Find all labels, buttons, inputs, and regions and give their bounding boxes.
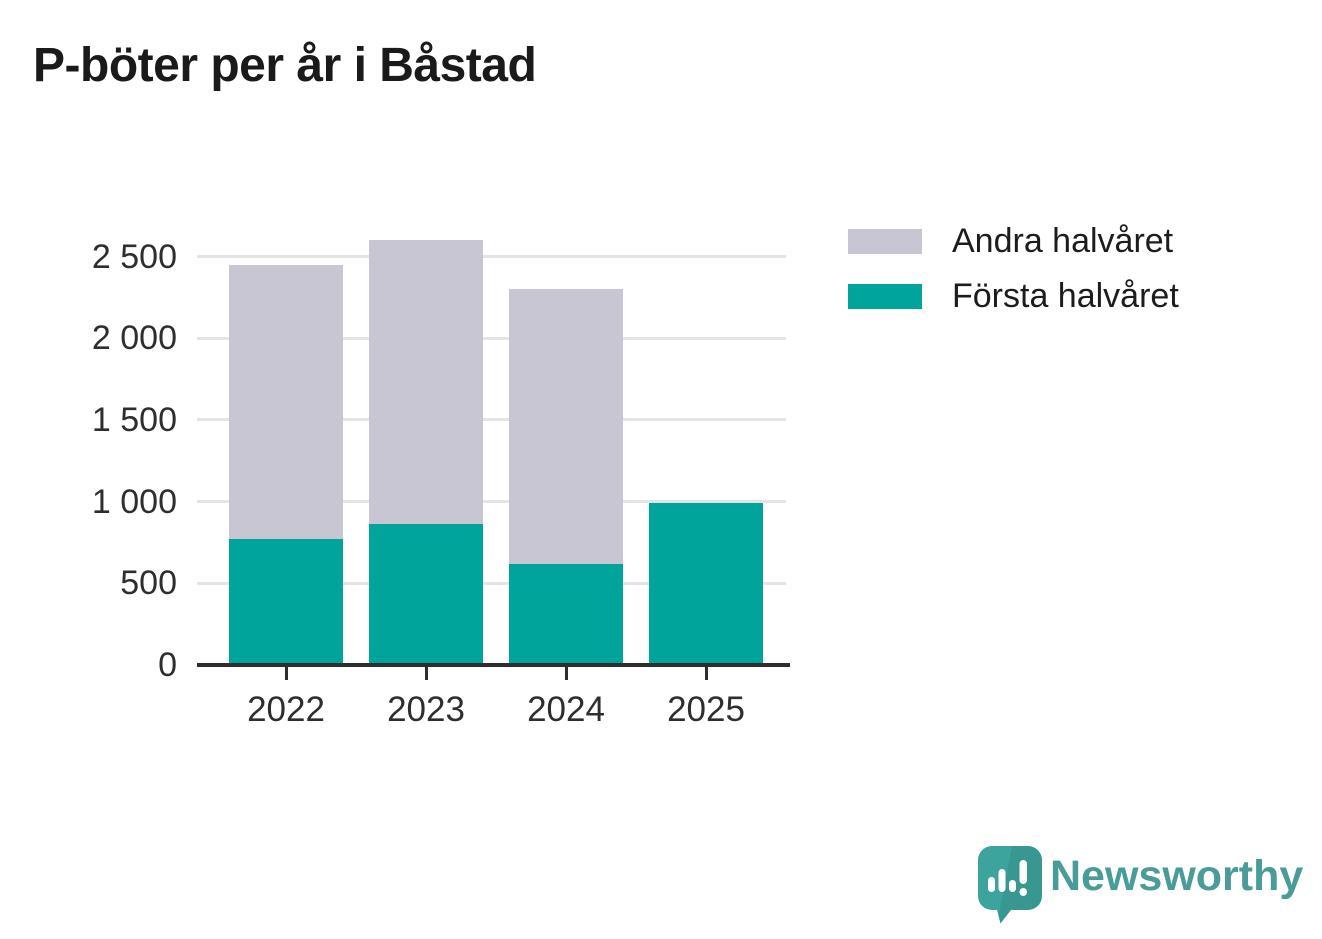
x-axis-line: [197, 663, 790, 667]
gridline-1500: [197, 418, 786, 422]
legend-swatch: [848, 229, 922, 254]
gridline-2500: [197, 255, 786, 258]
x-tick-2024: [564, 667, 568, 680]
legend-swatch: [848, 284, 922, 309]
legend-row-andra-halvåret: Andra halvåret: [848, 214, 1179, 269]
legend-label: Andra halvåret: [952, 222, 1174, 260]
bar-segment-2024-andra-halvåret: [509, 289, 623, 564]
legend-label: Första halvåret: [952, 277, 1179, 315]
y-axis-labels: 0 500 1 000 1 500 2 000 2 500: [0, 230, 177, 685]
x-tick-label-2024: 2024: [527, 690, 605, 729]
y-tick-label-2500: 2 500: [91, 237, 177, 276]
gridline-500: [197, 581, 786, 585]
y-tick-label-0: 0: [158, 646, 177, 684]
legend: Andra halvåret Första halvåret: [848, 214, 1179, 324]
newsworthy-logo-icon: [978, 846, 1042, 924]
x-tick-label-2023: 2023: [387, 690, 465, 729]
bar-segment-2024-första-halvåret: [509, 563, 623, 665]
x-tick-2023: [424, 667, 428, 680]
y-tick-label-1000: 1 000: [91, 482, 177, 521]
gridline-1000: [197, 500, 786, 504]
bar-segment-2025-första-halvåret: [649, 503, 763, 665]
x-tick-2025: [704, 667, 708, 680]
bar-segment-2022-första-halvåret: [229, 539, 343, 665]
newsworthy-branding: Newsworthy: [978, 846, 1303, 924]
plot-area: [197, 230, 786, 665]
legend-row-första-halvåret: Första halvåret: [848, 269, 1179, 324]
gridline-2000: [197, 336, 786, 340]
x-tick-label-2025: 2025: [667, 690, 745, 729]
y-tick-label-1500: 1 500: [91, 400, 177, 439]
x-tick-label-2022: 2022: [247, 690, 325, 729]
chart-title: P-böter per år i Båstad: [33, 39, 537, 92]
newsworthy-wordmark: Newsworthy: [1050, 852, 1304, 900]
y-tick-label-500: 500: [120, 564, 177, 603]
bar-segment-2023-andra-halvåret: [369, 240, 483, 525]
bar-segment-2023-första-halvåret: [369, 524, 483, 665]
y-tick-label-2000: 2 000: [91, 319, 177, 358]
x-tick-2022: [284, 667, 288, 680]
bar-segment-2022-andra-halvåret: [229, 264, 343, 540]
